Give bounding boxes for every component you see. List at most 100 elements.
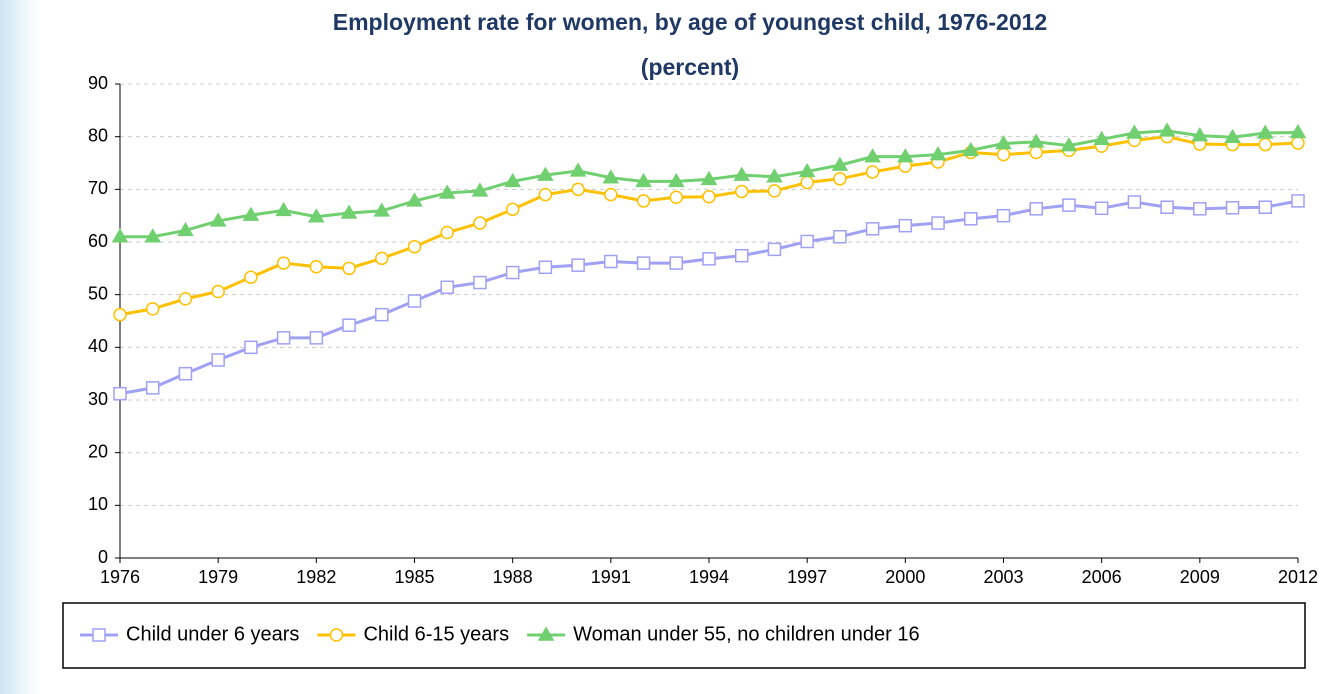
marker xyxy=(471,182,489,197)
marker xyxy=(340,204,358,219)
marker xyxy=(833,229,847,244)
marker xyxy=(1062,198,1076,212)
marker xyxy=(831,156,849,171)
marker xyxy=(276,331,291,345)
marker xyxy=(1193,202,1207,216)
x-tick-label: 2003 xyxy=(983,567,1023,587)
marker xyxy=(505,202,520,217)
marker xyxy=(111,228,129,243)
y-tick-label: 20 xyxy=(88,441,108,461)
marker xyxy=(1094,201,1109,216)
marker xyxy=(1158,122,1176,137)
marker xyxy=(375,307,389,322)
legend-marker xyxy=(329,628,344,642)
marker xyxy=(1289,123,1307,139)
marker xyxy=(375,251,389,266)
marker xyxy=(209,212,227,227)
marker xyxy=(898,218,913,233)
marker xyxy=(865,222,880,236)
marker xyxy=(211,353,225,367)
marker xyxy=(1258,200,1273,214)
marker xyxy=(178,366,193,381)
marker xyxy=(571,258,585,272)
legend-text: Woman under 55, no children under 16 xyxy=(573,623,920,645)
marker xyxy=(473,216,487,230)
y-tick-label: 60 xyxy=(88,231,108,251)
x-tick-label: 1994 xyxy=(689,567,729,587)
x-tick-label: 1988 xyxy=(493,567,533,587)
marker xyxy=(602,169,620,184)
marker xyxy=(1029,202,1043,216)
y-tick-label: 30 xyxy=(88,389,108,409)
marker xyxy=(342,318,356,332)
marker xyxy=(1029,145,1043,160)
marker xyxy=(244,270,258,285)
marker xyxy=(473,275,487,290)
marker xyxy=(702,189,716,204)
marker xyxy=(309,260,324,274)
marker xyxy=(242,206,260,221)
marker xyxy=(538,260,553,275)
series-line xyxy=(119,135,1299,317)
legend-text: Child 6-15 years xyxy=(363,623,509,645)
x-tick-label: 2000 xyxy=(885,567,925,587)
chart-subtitle: (percent) xyxy=(641,54,739,80)
x-tick-label: 1985 xyxy=(394,567,434,587)
marker xyxy=(1160,200,1174,214)
marker xyxy=(538,187,553,202)
marker xyxy=(669,256,684,270)
marker xyxy=(275,201,292,217)
marker xyxy=(604,187,618,202)
marker xyxy=(897,148,914,163)
x-tick-label: 1991 xyxy=(591,567,631,587)
marker xyxy=(113,307,127,322)
legend-marker xyxy=(537,626,555,641)
y-tick-label: 10 xyxy=(88,494,108,514)
marker xyxy=(931,216,945,230)
marker xyxy=(800,234,814,249)
marker xyxy=(407,239,422,254)
y-tick-label: 40 xyxy=(88,336,108,356)
chart-title: Employment rate for women, by age of you… xyxy=(333,9,1047,35)
marker xyxy=(700,170,718,186)
marker xyxy=(211,284,225,299)
marker xyxy=(1060,137,1078,152)
marker xyxy=(178,292,193,306)
legend-marker xyxy=(92,628,106,642)
marker xyxy=(733,166,751,181)
marker xyxy=(145,302,160,316)
legend-text: Child under 6 years xyxy=(126,623,299,645)
marker xyxy=(734,248,749,263)
marker xyxy=(929,146,947,161)
x-tick-label: 1997 xyxy=(787,567,827,587)
marker xyxy=(734,184,749,199)
marker xyxy=(1291,136,1305,150)
x-tick-label: 2006 xyxy=(1082,567,1122,587)
marker xyxy=(604,254,618,269)
marker xyxy=(702,252,716,266)
marker xyxy=(1127,195,1142,209)
marker xyxy=(406,192,423,207)
y-tick-label: 80 xyxy=(88,125,108,145)
x-tick-label: 1976 xyxy=(100,567,140,587)
marker xyxy=(407,294,422,308)
marker xyxy=(244,340,258,355)
marker xyxy=(438,184,456,199)
marker xyxy=(1191,127,1209,142)
marker xyxy=(766,168,783,183)
marker xyxy=(964,212,978,226)
marker xyxy=(1256,124,1274,139)
legend-box xyxy=(62,602,1306,669)
series-line xyxy=(119,199,1299,396)
marker xyxy=(144,228,162,243)
marker xyxy=(1126,124,1143,139)
marker xyxy=(995,135,1012,150)
y-tick-label: 70 xyxy=(88,178,108,198)
marker xyxy=(865,165,880,179)
marker xyxy=(798,162,816,178)
marker xyxy=(962,141,980,157)
marker xyxy=(996,208,1011,223)
marker xyxy=(145,381,160,395)
marker xyxy=(571,182,585,197)
